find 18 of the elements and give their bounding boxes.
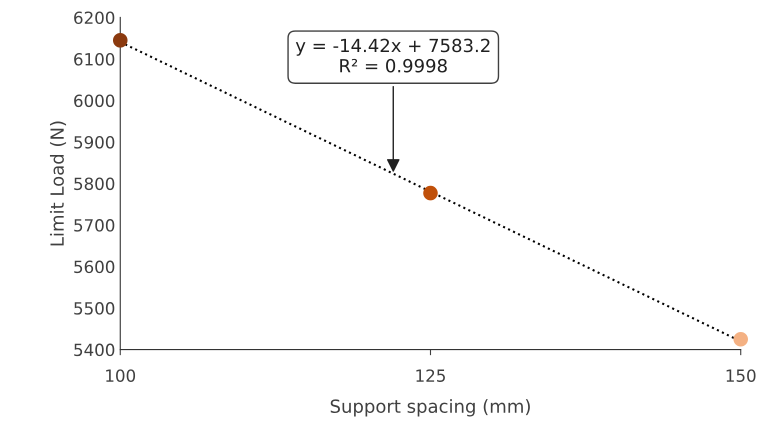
x-axis-title: Support spacing (mm) [330,399,530,417]
y-tick-label: 6100 [74,52,114,66]
y-tick-label: 5800 [74,178,114,190]
y-tick-label: 5900 [74,136,114,149]
annotation: y = -14.42x + 7583.2 R² = 0.9998 [296,38,490,73]
x-tick-label: 150 [726,369,756,382]
x-tick-label: 100 [106,369,136,382]
y-tick-label: 5700 [74,219,114,232]
point [112,33,128,48]
y-tick-label: 5500 [74,302,114,315]
point [733,332,748,347]
y-tick-label: 5600 [74,260,114,274]
point [423,186,438,200]
y-tick-label: 6200 [74,11,114,24]
x-tick-label: 125 [416,369,445,382]
y-axis-title: Limit Load (N) [50,122,66,246]
y-tick-label: 6000 [74,94,114,108]
y-tick-label: 5400 [74,344,114,356]
